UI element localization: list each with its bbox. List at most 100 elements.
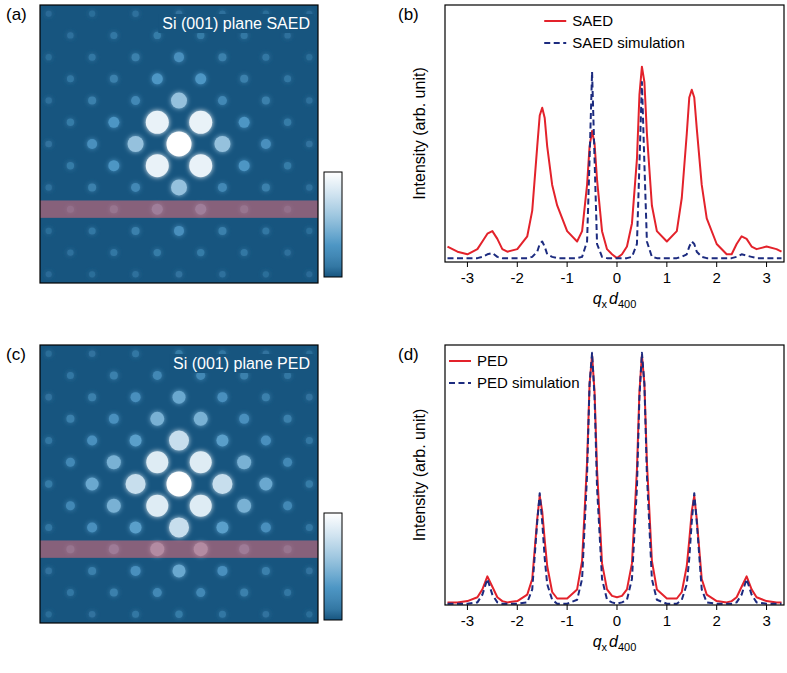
diffraction-spot: [306, 568, 313, 575]
diffraction-spot: [306, 97, 312, 103]
diffraction-spot: [261, 522, 271, 532]
diffraction-spot: [110, 249, 117, 256]
diffraction-spot: [87, 522, 97, 532]
diffraction-spot: [45, 524, 52, 531]
diffraction-spot: [67, 162, 74, 169]
panel-letter: (d): [398, 345, 419, 364]
diffraction-spot: [219, 271, 225, 277]
diffraction-spot: [197, 249, 204, 256]
diffraction-spot: [131, 392, 141, 402]
image-background: [40, 5, 318, 283]
x-tick: [716, 605, 717, 610]
series-line: [447, 72, 781, 258]
diffraction-spot: [66, 501, 75, 510]
x-tick-label: -3: [461, 269, 474, 286]
legend-swatch: [544, 20, 566, 22]
diffraction-spot: [190, 495, 212, 517]
diffraction-spot: [128, 136, 144, 152]
diffraction-spot: [218, 183, 227, 192]
diffraction-spot: [237, 499, 251, 513]
title-patch: [158, 14, 314, 33]
series-line: [447, 353, 781, 604]
diffraction-spot: [146, 495, 168, 517]
diffraction-spot: [108, 117, 119, 128]
image-title: Si (001) plane PED: [173, 355, 310, 372]
series-line: [447, 355, 781, 602]
diffraction-spot: [45, 141, 52, 148]
diffraction-spot: [89, 271, 95, 277]
diffraction-spot: [306, 394, 313, 401]
diffraction-spot: [130, 521, 142, 533]
diffraction-spot: [173, 391, 186, 404]
diffraction-spot: [190, 451, 212, 473]
diffraction-spot: [132, 10, 138, 16]
diffraction-spot: [107, 499, 121, 513]
diffraction-spot: [306, 141, 313, 148]
x-axis-title: qxd400: [593, 290, 637, 310]
diffraction-spot: [146, 154, 169, 177]
diffraction-spot: [284, 32, 290, 38]
diffraction-spot: [153, 371, 162, 380]
diffraction-spot: [216, 435, 228, 447]
diffraction-spot: [262, 393, 270, 401]
image-panel: Si (001) plane PED: [40, 345, 342, 623]
diffraction-spot: [110, 371, 118, 379]
line-panel: -3-2-10123qxd400Intensity (arb. unit)PED…: [411, 345, 784, 653]
diffraction-spot: [45, 184, 51, 190]
x-tick: [567, 605, 568, 610]
legend-label: SAED simulation: [572, 34, 685, 51]
x-axis-title-subscript: 400: [618, 641, 636, 653]
figure: Si (001) plane SAED(a)-3-2-10123qxd400In…: [0, 0, 787, 673]
diffraction-spot: [175, 611, 182, 618]
diffraction-spot: [153, 588, 162, 597]
diffraction-spot: [45, 437, 52, 444]
legend-swatch: [449, 360, 471, 362]
panel-letter: (a): [6, 5, 27, 24]
diffraction-spot: [130, 435, 142, 447]
diffraction-spot: [88, 183, 96, 191]
x-tick: [616, 605, 617, 610]
diffraction-spot: [108, 160, 119, 171]
diffraction-spot: [306, 611, 312, 617]
diffraction-spot: [214, 136, 230, 152]
x-tick: [517, 605, 518, 610]
diffraction-spot: [306, 437, 313, 444]
x-tick: [766, 605, 767, 610]
image-panel: Si (001) plane SAED: [40, 5, 342, 283]
diffraction-spot: [284, 589, 291, 596]
diffraction-spot: [131, 183, 140, 192]
x-tick-label: 1: [663, 612, 671, 629]
diffraction-spot: [89, 350, 96, 357]
plot-area: [447, 67, 781, 258]
diffraction-spot: [263, 271, 269, 277]
diffraction-spot: [167, 472, 192, 497]
diffraction-spot: [262, 567, 270, 575]
image-frame: [40, 345, 318, 623]
diffraction-spot: [284, 249, 290, 255]
diffraction-spot: [219, 611, 226, 618]
diffraction-spot: [132, 227, 140, 235]
diffraction-spot: [216, 521, 228, 533]
diffraction-spot: [237, 455, 251, 469]
diffraction-spot: [126, 474, 146, 494]
diffraction-spot: [131, 566, 141, 576]
plot-frame: [445, 345, 784, 605]
image-frame: [40, 5, 318, 283]
diffraction-spot: [283, 458, 292, 467]
profile-band: [40, 200, 318, 217]
x-tick-label: -1: [560, 612, 573, 629]
diffraction-spot: [110, 32, 117, 39]
profile-band: [40, 540, 318, 557]
diffraction-spot: [66, 458, 75, 467]
diffraction-spot: [67, 75, 74, 82]
diffraction-spot: [283, 501, 292, 510]
diffraction-spot: [171, 179, 187, 195]
x-axis-title-part: q: [593, 290, 602, 307]
x-tick: [766, 262, 767, 267]
x-tick-label: 2: [713, 269, 721, 286]
diffraction-spot: [194, 412, 208, 426]
x-tick-label: 0: [613, 612, 621, 629]
diffraction-spot: [284, 415, 292, 423]
x-tick: [467, 262, 468, 267]
x-tick: [467, 605, 468, 610]
